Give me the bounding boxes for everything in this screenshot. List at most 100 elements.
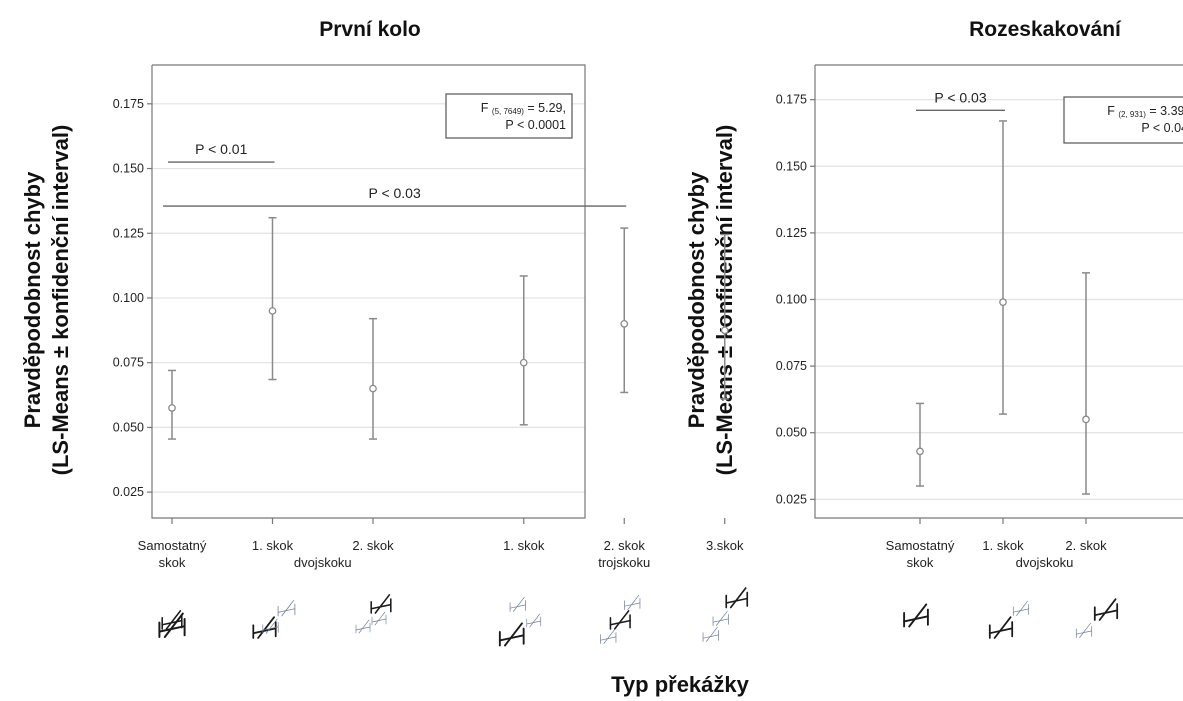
y-axis-label-left-line1: Pravděpodobnost chyby	[20, 171, 45, 428]
triple-combination-third-icon-left-1-rail	[712, 618, 729, 623]
double-combination-second-icon-right-1-rail	[1075, 630, 1093, 635]
double-combination-second-icon-left-0	[370, 594, 392, 614]
mean-point-left-2	[369, 384, 377, 393]
stat-line1-left: F (5, 7649) = 5.29,	[481, 101, 566, 116]
mean-point-left-4	[620, 320, 629, 328]
category-sublabel-left-0: skok	[159, 555, 186, 570]
double-combination-second-icon-right-1-slash	[1079, 622, 1091, 638]
y-axis-label-left-line2: (LS-Means ± konfidenční interval)	[48, 125, 73, 476]
double-combination-first-icon	[252, 600, 296, 639]
ytick-label-right-1: 0.050	[776, 426, 807, 440]
ytick-label-right-2: 0.075	[776, 359, 807, 373]
double-combination-first-icon-left-1-slash	[281, 600, 295, 617]
ytick-label-left-5: 0.150	[113, 162, 144, 176]
double-combination-second-icon-left-0-slash	[374, 594, 391, 614]
plot-frame-right	[814, 64, 1183, 519]
chart-panel-right: 0.025 0.050 0.075 0.100 0.125 0.150 0.175 Samos…	[776, 64, 1183, 639]
mean-point-left-5	[720, 326, 729, 335]
triple-combination-third-icon-left-0	[725, 587, 749, 609]
mean-point-right-1	[999, 298, 1007, 307]
triple-combination-second-icon-left-2-slash	[603, 628, 616, 644]
group-label-right-0: dvojskoku	[1016, 555, 1074, 570]
category-label-right-0: Samostatný	[886, 538, 955, 553]
ytick-label-left-3: 0.100	[113, 291, 144, 305]
stat-line2-left: P < 0.0001	[505, 118, 566, 132]
double-combination-second-icon	[1075, 598, 1119, 638]
double-combination-second-icon-right-0	[1093, 598, 1119, 621]
single-obstacle-icon-left-0	[158, 612, 186, 638]
triple-combination-first-icon-left-2	[526, 613, 542, 628]
double-combination-first-icon-left-1-rail	[277, 608, 296, 613]
ytick-label-left-2: 0.075	[113, 356, 144, 370]
double-combination-second-icon-left-1	[355, 619, 371, 634]
group-label-left-0: dvojskoku	[294, 555, 352, 570]
single-obstacle-icon	[903, 603, 929, 628]
plot-frame-left	[151, 64, 586, 519]
category-label-left-5: 3.skok	[706, 538, 744, 553]
category-sublabel-left-4: trojskoku	[598, 555, 650, 570]
mean-point-left-0	[168, 404, 176, 412]
double-combination-second-icon-right-1	[1075, 622, 1093, 638]
triple-combination-second-icon-left-2	[600, 628, 617, 644]
double-combination-second-icon-left-2-rail	[371, 618, 387, 623]
ytick-label-right-5: 0.150	[776, 159, 807, 173]
significance-label-left-1: P < 0.03	[368, 185, 421, 201]
triple-combination-first-icon-left-0	[498, 622, 525, 647]
triple-combination-third-icon-left-2-rail	[702, 634, 719, 639]
category-label-left-4: 2. skok	[604, 538, 646, 553]
triple-combination-second-icon-left-0	[624, 594, 641, 610]
ytick-label-left-1: 0.050	[113, 420, 144, 434]
double-combination-first-icon-right-1-rail	[1012, 608, 1030, 613]
ytick-label-right-4: 0.125	[776, 226, 807, 240]
triple-combination-third-icon-left-1	[712, 610, 729, 626]
triple-combination-first-icon-left-0-slash	[504, 622, 523, 647]
mean-point-right-0	[916, 447, 924, 456]
double-combination-first-icon-left-2-slash	[265, 618, 278, 634]
triple-combination-first-icon-left-1-slash	[512, 596, 525, 612]
category-label-left-0: Samostatný	[138, 538, 207, 553]
double-combination-second-icon-right-0-slash	[1098, 598, 1117, 621]
ytick-label-left-0: 0.025	[113, 485, 144, 499]
double-combination-second-icon-left-1-rail	[355, 626, 371, 631]
ytick-label-right-3: 0.100	[776, 292, 807, 306]
single-obstacle-icon-right-0-slash	[908, 603, 928, 628]
single-obstacle-icon	[158, 610, 186, 638]
stat-box-left	[445, 93, 573, 139]
mean-point-left-3	[519, 358, 528, 367]
single-obstacle-icon-left-0-slash	[163, 612, 184, 638]
single-obstacle-icon-left-1	[161, 610, 183, 630]
ytick-label-right-0: 0.025	[776, 492, 807, 506]
y-axis-label-right-line1: Pravděpodobnost chyby	[684, 171, 709, 428]
stat-line2-right: P < 0.04	[1141, 121, 1183, 135]
ytick-label-right-6: 0.175	[776, 93, 807, 107]
category-label-left-3: 1. skok	[503, 538, 545, 553]
triple-combination-second-icon-left-1-slash	[613, 610, 630, 630]
chart-panel-left: 0.025 0.050 0.075 0.100 0.125 0.150 0.175 Samos…	[113, 64, 749, 647]
triple-combination-first-icon-left-2-rail	[526, 620, 542, 625]
triple-combination-second-icon-left-1	[609, 610, 631, 630]
double-combination-first-icon-right-1	[1012, 600, 1030, 616]
triple-combination-third-icon-left-2	[702, 626, 719, 642]
double-combination-first-icon-right-0-slash	[993, 616, 1012, 639]
triple-combination-first-icon	[498, 596, 542, 647]
single-obstacle-icon-left-1-slash	[165, 610, 182, 630]
triple-combination-first-icon-left-2-slash	[529, 613, 541, 628]
double-combination-first-icon-left-2-rail	[262, 626, 279, 631]
triple-combination-third-icon-left-2-slash	[705, 626, 718, 642]
triple-combination-third-icon	[702, 587, 749, 642]
stat-line1-right: F (2, 931) = 3.39,	[1107, 104, 1183, 119]
double-combination-first-icon-left-0-slash	[257, 616, 275, 639]
double-combination-second-icon-left-2-slash	[374, 611, 386, 626]
double-combination-first-icon-left-0	[252, 616, 277, 639]
triple-combination-second-icon-left-2-rail	[600, 636, 617, 641]
category-label-right-1: 1. skok	[982, 538, 1024, 553]
triple-combination-second-icon-left-0-slash	[627, 594, 640, 610]
category-label-left-2: 2. skok	[352, 538, 394, 553]
chart-title-right: Rozeskakování	[969, 18, 1122, 41]
mean-point-left-1	[268, 307, 277, 315]
triple-combination-second-icon	[600, 594, 641, 644]
significance-label-left-0: P < 0.01	[195, 141, 248, 157]
mean-point-right-2	[1082, 415, 1090, 424]
ytick-label-left-6: 0.175	[113, 97, 144, 111]
